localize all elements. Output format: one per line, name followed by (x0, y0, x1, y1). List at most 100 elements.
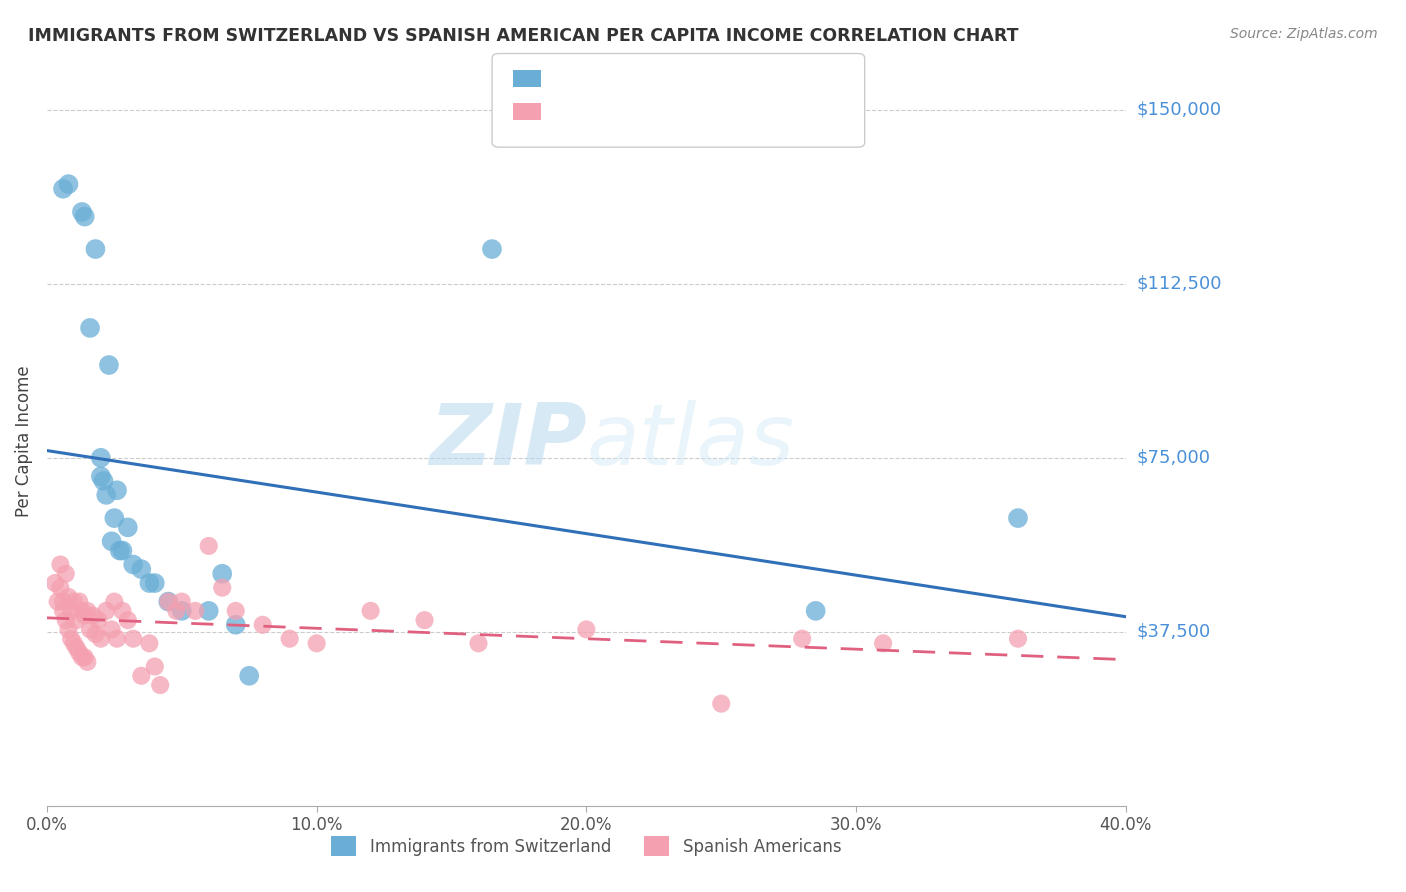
Point (49, 581, 72, 595)
Point (575, 623, 598, 637)
Point (117, 520, 139, 534)
Point (225, 604, 247, 618)
Point (65, 640, 87, 655)
Point (76, 655, 98, 669)
Point (93, 474, 115, 488)
Point (360, 604, 382, 618)
Point (211, 566, 233, 581)
Point (100, 534, 122, 549)
Point (103, 511, 125, 525)
Text: $150,000: $150,000 (1136, 101, 1222, 119)
Point (157, 594, 180, 608)
Point (305, 636, 328, 650)
Point (73, 608, 96, 623)
Point (103, 594, 125, 608)
Point (122, 632, 145, 646)
Point (52, 594, 75, 608)
Text: -0.103: -0.103 (574, 103, 633, 120)
Point (129, 562, 152, 576)
Point (79, 623, 101, 637)
Point (129, 669, 152, 683)
Point (117, 613, 139, 627)
Point (58, 590, 80, 604)
Text: N =: N = (630, 70, 666, 87)
Point (79, 321, 101, 335)
Point (238, 669, 260, 683)
Point (122, 558, 145, 572)
Point (65, 613, 87, 627)
Point (170, 594, 193, 608)
Text: atlas: atlas (586, 400, 794, 483)
Point (87, 613, 110, 627)
Point (70, 205, 93, 219)
Point (96, 488, 118, 502)
Point (197, 604, 219, 618)
Point (96, 604, 118, 618)
Point (211, 581, 233, 595)
Point (73, 650, 96, 665)
Text: 58: 58 (655, 103, 678, 120)
Point (58, 177, 80, 191)
Text: R =: R = (548, 70, 585, 87)
Point (225, 617, 247, 632)
Point (138, 576, 160, 591)
Text: R =: R = (548, 103, 585, 120)
Point (90, 632, 112, 646)
Point (44, 576, 66, 591)
Text: $75,000: $75,000 (1136, 449, 1211, 467)
Point (55, 566, 77, 581)
Point (710, 697, 733, 711)
Point (60, 604, 83, 618)
Point (97, 358, 120, 372)
Point (90, 450, 112, 465)
Point (70, 604, 93, 618)
Point (467, 636, 489, 650)
Point (63, 636, 86, 650)
Point (100, 623, 122, 637)
Point (84, 242, 107, 256)
Point (872, 636, 894, 650)
Point (184, 604, 207, 618)
Point (1007, 632, 1029, 646)
Text: $37,500: $37,500 (1136, 623, 1211, 640)
Point (111, 543, 134, 558)
Point (90, 469, 112, 483)
Point (58, 623, 80, 637)
Point (73, 210, 96, 224)
Point (138, 636, 160, 650)
Point (197, 539, 219, 553)
Text: Source: ZipAtlas.com: Source: ZipAtlas.com (1230, 27, 1378, 41)
Point (84, 627, 107, 641)
Point (108, 543, 131, 558)
Point (60, 632, 83, 646)
Point (67, 646, 90, 660)
Point (170, 604, 193, 618)
Point (804, 604, 827, 618)
Text: N =: N = (630, 103, 666, 120)
Legend: Immigrants from Switzerland, Spanish Americans: Immigrants from Switzerland, Spanish Ame… (325, 830, 848, 863)
Point (46, 594, 69, 608)
Point (52, 604, 75, 618)
Point (67, 594, 90, 608)
Text: -0.127: -0.127 (574, 70, 633, 87)
Text: IMMIGRANTS FROM SWITZERLAND VS SPANISH AMERICAN PER CAPITA INCOME CORRELATION CH: IMMIGRANTS FROM SWITZERLAND VS SPANISH A… (28, 27, 1018, 45)
Point (165, 604, 187, 618)
Point (105, 483, 128, 498)
Point (157, 594, 180, 608)
Text: ZIP: ZIP (429, 400, 586, 483)
Point (111, 604, 134, 618)
Point (70, 650, 93, 665)
Text: $112,500: $112,500 (1136, 275, 1222, 293)
Point (63, 594, 86, 608)
Point (105, 632, 128, 646)
Point (792, 632, 814, 646)
Y-axis label: Per Capita Income: Per Capita Income (15, 366, 32, 517)
Point (143, 576, 166, 591)
Point (413, 613, 436, 627)
Text: 30: 30 (655, 70, 678, 87)
Point (481, 242, 503, 256)
Point (82, 608, 104, 623)
Point (252, 617, 274, 632)
Point (1007, 511, 1029, 525)
Point (49, 558, 72, 572)
